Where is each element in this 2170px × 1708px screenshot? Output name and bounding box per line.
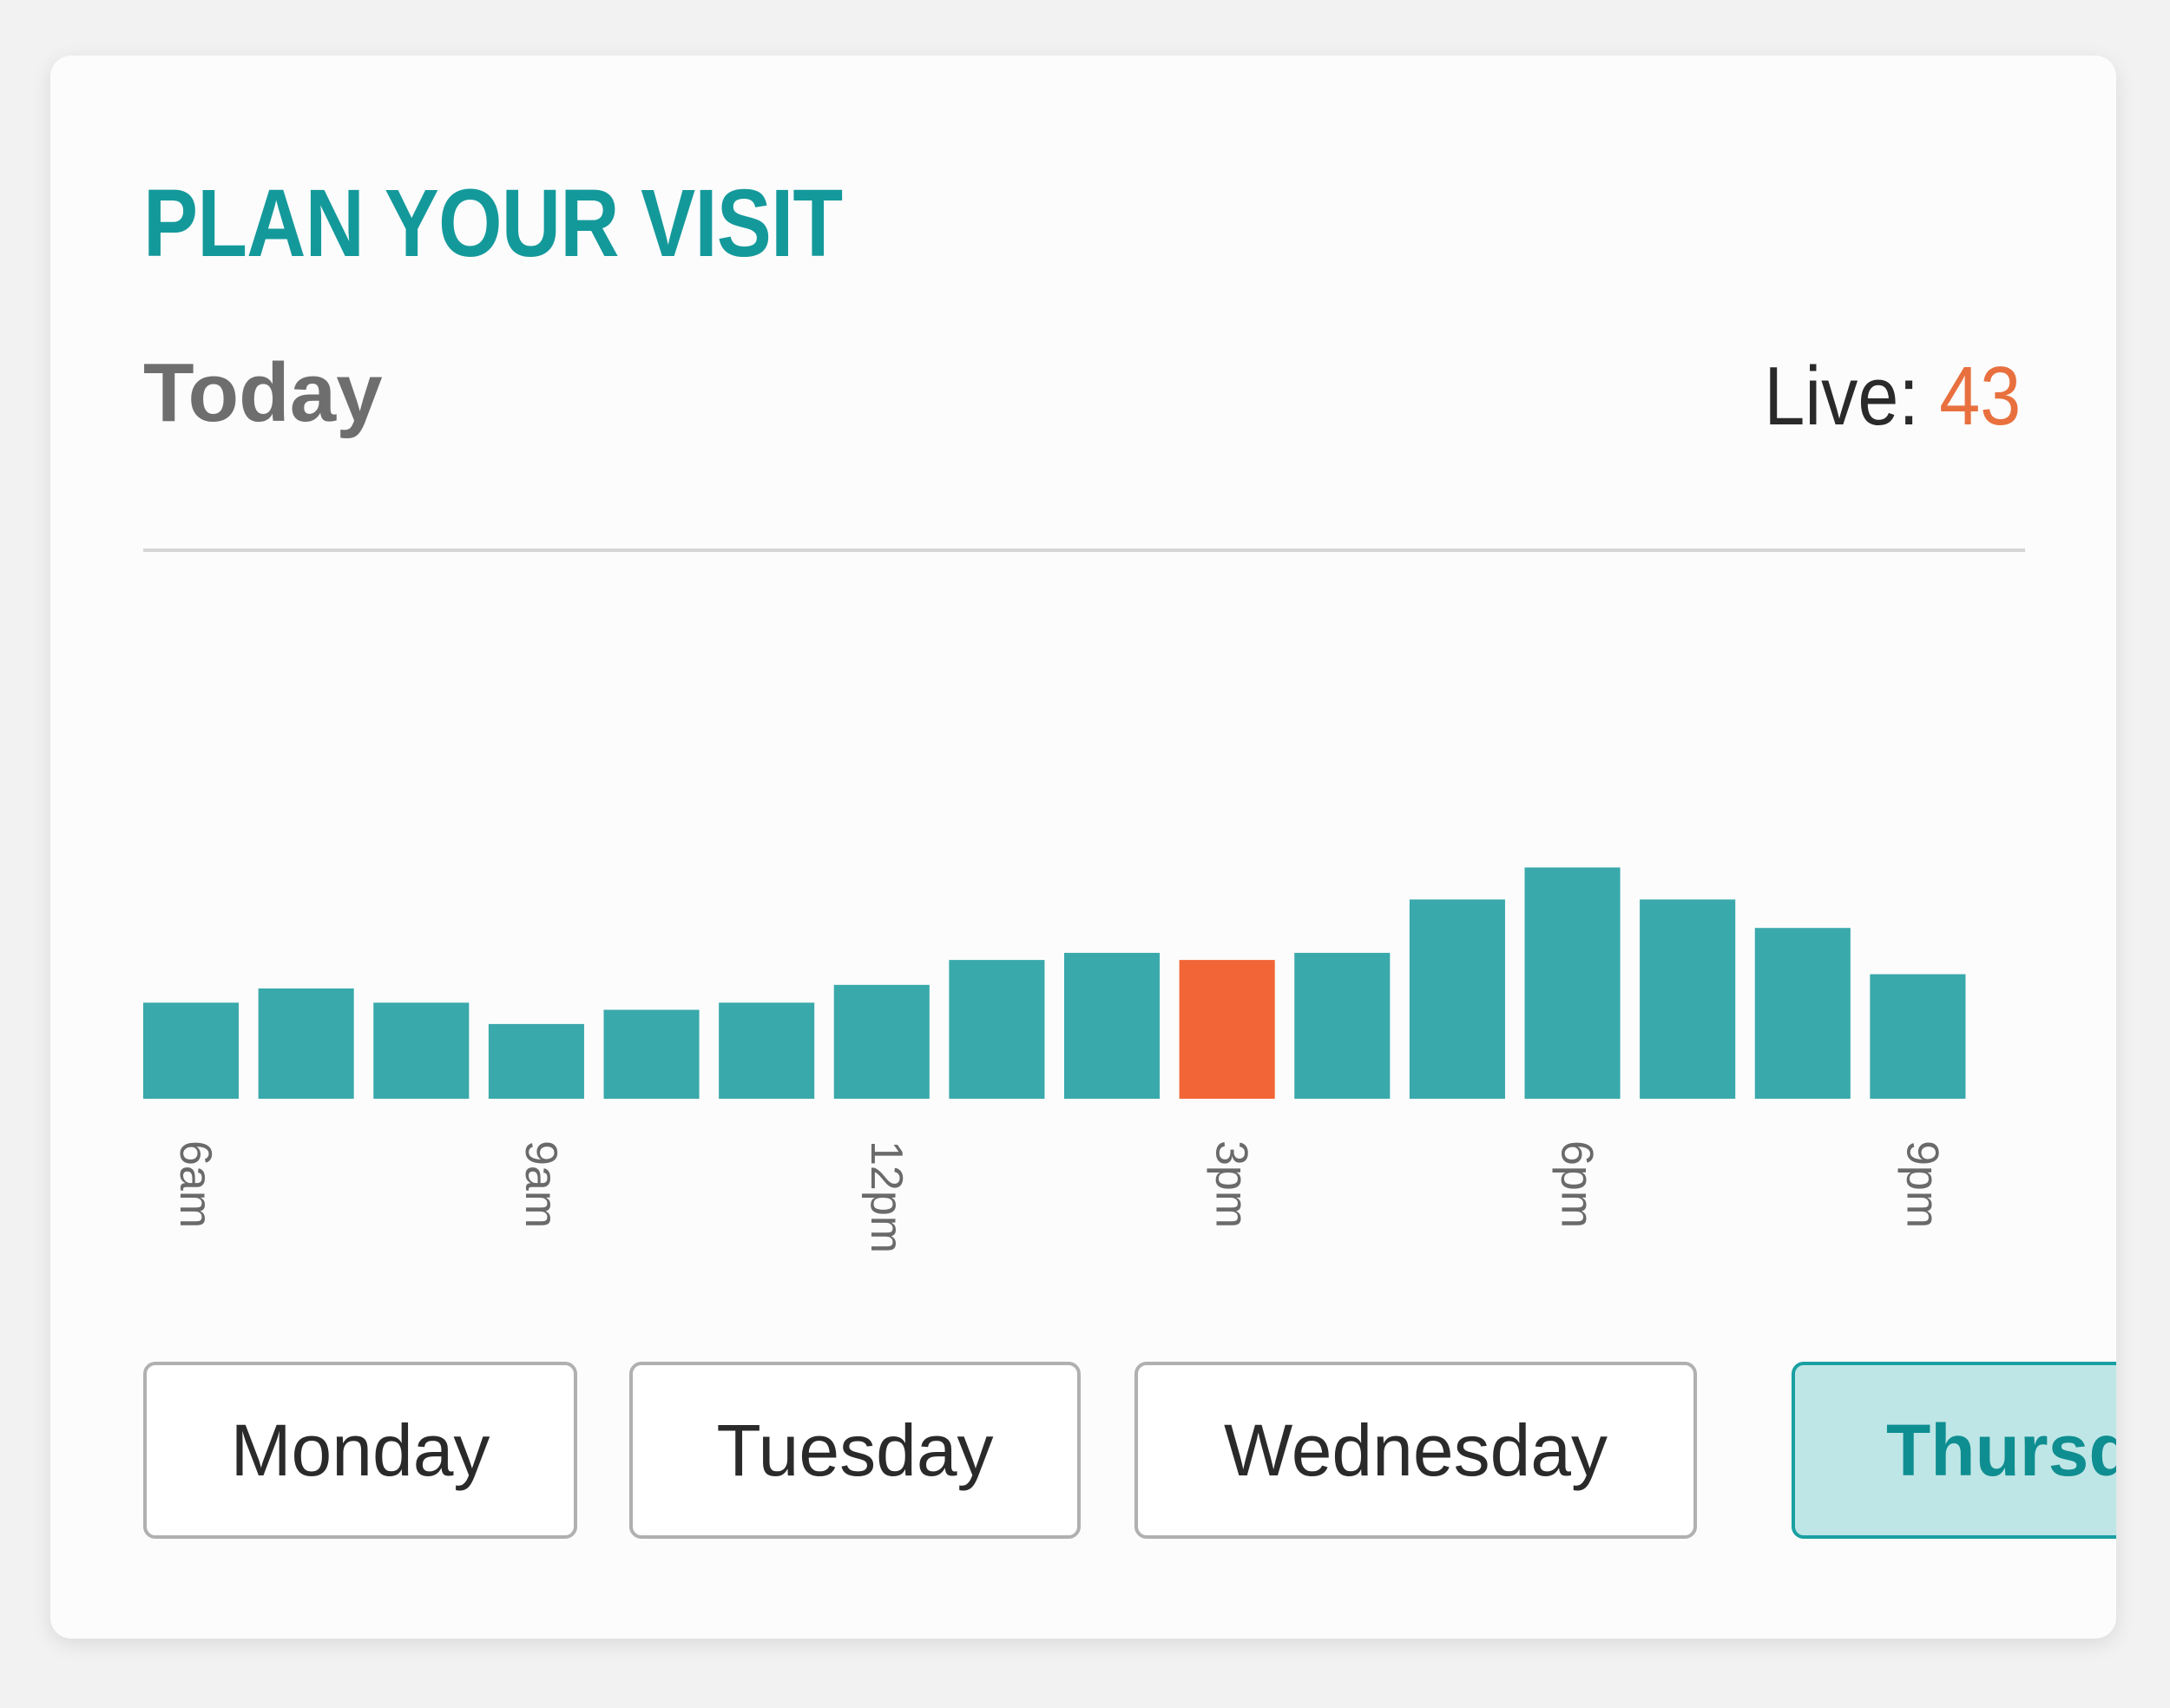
live-label: Live: — [1764, 350, 1940, 443]
plan-visit-card: PLAN YOUR VISIT Today Live: 43 6am 9am 12p… — [50, 56, 2116, 1639]
live-value: 43 — [1939, 350, 2021, 443]
selected-day-label: Today — [143, 346, 383, 439]
day-tab-monday[interactable]: Monday — [143, 1362, 577, 1539]
bar-5pm[interactable] — [1409, 899, 1505, 1099]
bar-6pm[interactable] — [1524, 867, 1621, 1100]
tick-label-9pm: 9pm — [1897, 1140, 1947, 1228]
bar-7pm[interactable] — [1640, 899, 1736, 1099]
busyness-chart: 6am 9am 12pm 3pm 6pm 9pm — [143, 576, 2027, 1288]
day-tab-wednesday[interactable]: Wednesday — [1134, 1362, 1697, 1539]
tick-label-6pm: 6pm — [1552, 1140, 1602, 1228]
bar-12pm[interactable] — [833, 984, 930, 1099]
bar-6am[interactable] — [143, 1002, 240, 1099]
bar-2pm[interactable] — [1064, 952, 1161, 1099]
day-tab-tuesday[interactable]: Tuesday — [629, 1362, 1081, 1539]
divider — [143, 549, 2025, 552]
bar-7am[interactable] — [258, 988, 354, 1099]
tick-label-12pm: 12pm — [861, 1140, 911, 1253]
bar-9am[interactable] — [488, 1023, 584, 1099]
bar-4pm[interactable] — [1294, 952, 1391, 1099]
card-title: PLAN YOUR VISIT — [143, 170, 843, 277]
bar-3pm[interactable] — [1179, 960, 1275, 1099]
bar-1pm[interactable] — [949, 960, 1045, 1099]
bar-10am[interactable] — [603, 1009, 700, 1100]
tick-label-3pm: 3pm — [1207, 1140, 1257, 1228]
busyness-chart-svg: 6am 9am 12pm 3pm 6pm 9pm — [143, 867, 1966, 1253]
tick-label-9am: 9am — [516, 1140, 566, 1228]
bar-8am[interactable] — [373, 1002, 470, 1099]
day-tab-thursday[interactable]: Thursda — [1792, 1362, 2116, 1539]
bar-11am[interactable] — [719, 1002, 815, 1099]
live-count: Live: 43 — [1764, 349, 2021, 444]
bar-9pm[interactable] — [1870, 974, 1966, 1100]
bar-8pm[interactable] — [1754, 928, 1851, 1099]
tick-label-6am: 6am — [170, 1140, 220, 1228]
